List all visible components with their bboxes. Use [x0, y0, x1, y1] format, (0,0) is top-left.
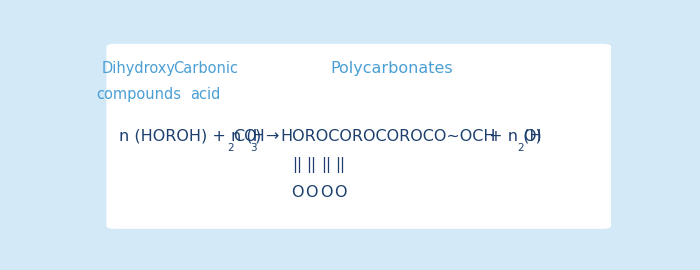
Text: ): ): [255, 129, 261, 144]
Text: n (HOROH) + n (H: n (HOROH) + n (H: [119, 129, 265, 144]
Text: O: O: [305, 185, 318, 200]
Text: O: O: [320, 185, 332, 200]
Text: O: O: [290, 185, 303, 200]
Text: ||: ||: [321, 157, 331, 173]
Text: acid: acid: [190, 87, 221, 102]
Text: O: O: [335, 185, 347, 200]
Text: 2: 2: [228, 143, 234, 153]
Text: Dihydroxy: Dihydroxy: [102, 61, 176, 76]
Text: compounds: compounds: [97, 87, 181, 102]
Text: O): O): [523, 129, 542, 144]
Text: CO: CO: [233, 129, 257, 144]
Text: →: →: [265, 129, 279, 144]
FancyBboxPatch shape: [106, 44, 611, 229]
Text: HOROCOROCOROCO∼OCH: HOROCOROCOROCO∼OCH: [281, 129, 496, 144]
Text: Polycarbonates: Polycarbonates: [330, 61, 453, 76]
Text: + n (H: + n (H: [484, 129, 541, 144]
Text: ||: ||: [307, 157, 316, 173]
Text: 3: 3: [250, 143, 256, 153]
Text: 2: 2: [518, 143, 524, 153]
Text: ||: ||: [292, 157, 302, 173]
Text: Carbonic: Carbonic: [174, 61, 238, 76]
Text: ||: ||: [335, 157, 346, 173]
